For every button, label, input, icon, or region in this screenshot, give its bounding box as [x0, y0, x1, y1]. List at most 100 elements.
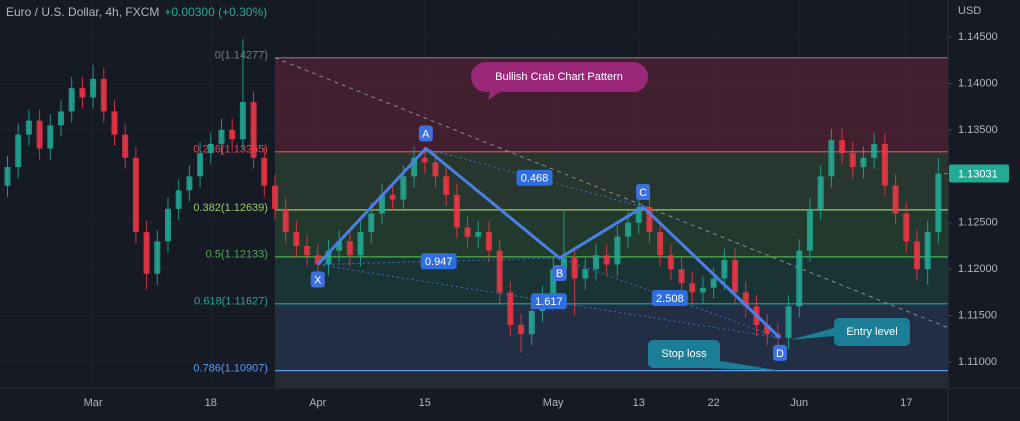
candle-body: [79, 88, 86, 98]
candle-body: [732, 259, 739, 293]
candle-body: [411, 157, 418, 177]
candle-body: [881, 143, 888, 186]
symbol: Euro / U.S. Dollar, 4h, FXCM: [6, 5, 160, 19]
fib-label: 0.5(1.12133): [206, 249, 268, 261]
candle-body: [378, 194, 385, 214]
candle-body: [464, 227, 471, 237]
x-tick-label: 13: [633, 397, 645, 409]
y-tick-label: 1.14500: [958, 31, 998, 43]
ratio-label: 0.947: [425, 256, 453, 268]
candle-body: [550, 269, 557, 298]
candle-body: [817, 176, 824, 209]
candle-body: [389, 194, 396, 200]
last-price-box: [949, 164, 1009, 183]
stop-callout: [648, 340, 781, 371]
candle-body: [336, 241, 343, 251]
point-box: [310, 271, 325, 288]
candle-body: [304, 245, 311, 256]
candle-body: [400, 176, 407, 200]
candle-body: [314, 255, 321, 265]
candle-body: [485, 232, 492, 251]
entry-text: Entry level: [846, 326, 897, 338]
point-box: [552, 265, 567, 282]
point-box: [773, 344, 788, 361]
y-tick-label: 1.11000: [958, 356, 997, 368]
candle-body: [860, 157, 867, 168]
candle-body: [592, 255, 599, 270]
point-box: [636, 183, 651, 200]
candle-body: [443, 176, 450, 195]
candle-body: [271, 185, 278, 209]
x-tick-label: 17: [900, 397, 912, 409]
candle-body: [239, 102, 246, 140]
candle-body: [475, 232, 482, 237]
candle-body: [796, 250, 803, 307]
candle-body: [849, 153, 856, 168]
x-tick-label: 18: [205, 397, 217, 409]
candle-body: [657, 232, 664, 256]
candle-body: [496, 250, 503, 293]
x-tick-label: May: [543, 397, 564, 409]
ratio-line: [559, 257, 781, 339]
price-change: +0.00300 (+0.30%): [164, 5, 268, 19]
title-callout: [471, 62, 648, 100]
candle-body: [667, 255, 674, 270]
header: Euro / U.S. Dollar, 4h, FXCM +0.00300 (+0…: [6, 5, 267, 19]
axes-layer: 1.14500 1.14000 1.13500 1.12500 1.12000 1.115…: [84, 31, 1009, 409]
fib-label: 0.382(1.12639): [193, 202, 268, 214]
candle-body: [892, 185, 899, 214]
x-tick-label: 22: [708, 397, 720, 409]
candle-body: [25, 120, 32, 135]
y-tick-label: 1.14000: [958, 77, 998, 89]
ratio-label: 1.617: [535, 296, 563, 308]
fib-label: 0.786(1.10907): [193, 363, 268, 375]
fib-base: [274, 370, 948, 388]
candle-body: [432, 162, 439, 177]
candle-body: [229, 129, 236, 140]
point-label: C: [639, 187, 647, 199]
fib-zone: [274, 151, 948, 210]
x-tick-label: Apr: [309, 397, 326, 409]
candle-body: [839, 140, 846, 154]
pattern-layer: 0.947 0.468 2.508 1.617 X A B C D: [310, 125, 788, 361]
fib-layer: 0(1.14277) 0.236(1.13265) 0.382(1.12639) 0.…: [193, 50, 949, 388]
point-label: A: [422, 128, 430, 140]
candle-body: [710, 278, 717, 288]
candle-body: [571, 258, 578, 279]
point-label: D: [776, 348, 784, 360]
ratio-box: [420, 253, 457, 270]
title-text: Bullish Crab Chart Pattern: [495, 71, 623, 83]
x-tick-label: 15: [419, 397, 431, 409]
point-label: X: [314, 274, 322, 286]
candle-body: [325, 250, 332, 265]
candle-body: [250, 102, 257, 158]
candle-body: [614, 236, 621, 265]
ratio-label: 0.468: [521, 173, 549, 185]
candle-body: [721, 259, 728, 279]
ratio-line: [317, 264, 781, 339]
candle-body: [764, 324, 771, 335]
candle-body: [218, 129, 225, 144]
stop-text: Stop loss: [661, 348, 707, 360]
currency-label: USD: [958, 5, 981, 17]
candle-body: [15, 134, 22, 168]
candle-body: [132, 157, 139, 233]
candle-body: [518, 324, 525, 335]
candle-body: [122, 134, 129, 158]
fib-label: 0(1.14277): [215, 50, 268, 62]
y-tick-label: 1.12500: [958, 217, 998, 229]
candle-body: [903, 213, 910, 242]
candle-body: [47, 125, 54, 149]
annotations-layer: Bullish Crab Chart Pattern Entry level Sto…: [471, 62, 910, 371]
candle-body: [346, 241, 353, 256]
x-tick-label: Mar: [84, 397, 103, 409]
candle-body: [742, 292, 749, 307]
candle-body: [635, 206, 642, 223]
candle-body: [828, 140, 835, 177]
candle-body: [507, 292, 514, 325]
point-box: [418, 125, 433, 142]
candle-body: [207, 143, 214, 154]
candle-body: [186, 176, 193, 191]
